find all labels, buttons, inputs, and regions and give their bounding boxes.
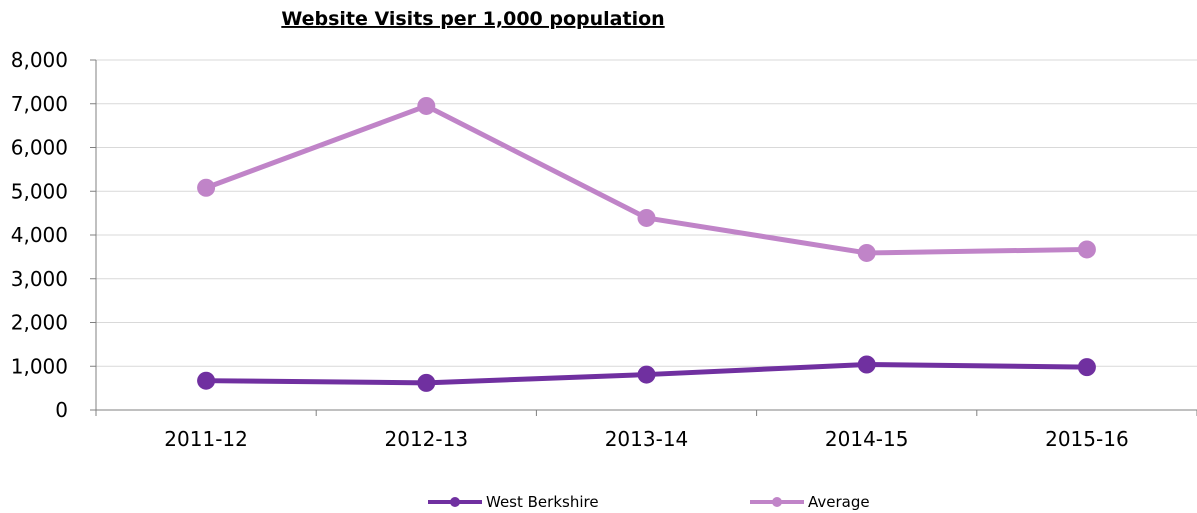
legend: West Berkshire Average xyxy=(428,493,870,511)
legend-label: West Berkshire xyxy=(486,493,599,511)
y-tick-label: 2,000 xyxy=(11,311,68,335)
y-tick-label: 1,000 xyxy=(11,354,68,378)
data-point xyxy=(417,97,435,115)
data-point xyxy=(858,356,876,374)
x-tick-label: 2015-16 xyxy=(1045,427,1129,451)
y-tick-label: 3,000 xyxy=(11,267,68,291)
x-tick-label: 2011-12 xyxy=(164,427,248,451)
x-tick-label: 2012-13 xyxy=(385,427,469,451)
data-point xyxy=(638,366,656,384)
series-line-1 xyxy=(206,106,1087,253)
y-tick-label: 7,000 xyxy=(11,92,68,116)
y-tick-label: 5,000 xyxy=(11,179,68,203)
axes xyxy=(90,60,1197,416)
data-point xyxy=(1078,240,1096,258)
legend-marker xyxy=(772,497,782,507)
data-point xyxy=(638,209,656,227)
data-point xyxy=(197,372,215,390)
legend-label: Average xyxy=(808,493,870,511)
y-tick-label: 4,000 xyxy=(11,223,68,247)
y-tick-label: 8,000 xyxy=(11,48,68,72)
x-axis-ticks: 2011-12 2012-13 2013-14 2014-15 2015-16 xyxy=(164,427,1128,451)
series-group xyxy=(197,97,1096,392)
data-point xyxy=(197,179,215,197)
chart-title: Website Visits per 1,000 population xyxy=(281,8,664,30)
x-tick-label: 2013-14 xyxy=(605,427,689,451)
y-tick-label: 6,000 xyxy=(11,136,68,160)
data-point xyxy=(417,374,435,392)
y-axis-ticks: 0 1,000 2,000 3,000 4,000 5,000 6,000 7,000 8,00… xyxy=(11,48,68,422)
data-point xyxy=(1078,358,1096,376)
data-point xyxy=(858,244,876,262)
x-tick-label: 2014-15 xyxy=(825,427,909,451)
y-tick-label: 0 xyxy=(55,398,68,422)
legend-marker xyxy=(450,497,460,507)
